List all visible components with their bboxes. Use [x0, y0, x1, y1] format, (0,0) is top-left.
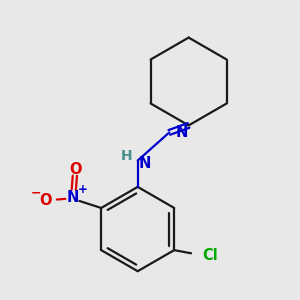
Text: O: O — [39, 193, 52, 208]
Text: O: O — [69, 162, 82, 177]
Text: +: + — [78, 183, 88, 196]
Text: N: N — [67, 190, 79, 205]
Text: N: N — [176, 125, 188, 140]
Text: Cl: Cl — [202, 248, 218, 263]
Text: −: − — [31, 186, 41, 199]
Text: H: H — [121, 149, 133, 163]
Text: N: N — [138, 156, 151, 171]
